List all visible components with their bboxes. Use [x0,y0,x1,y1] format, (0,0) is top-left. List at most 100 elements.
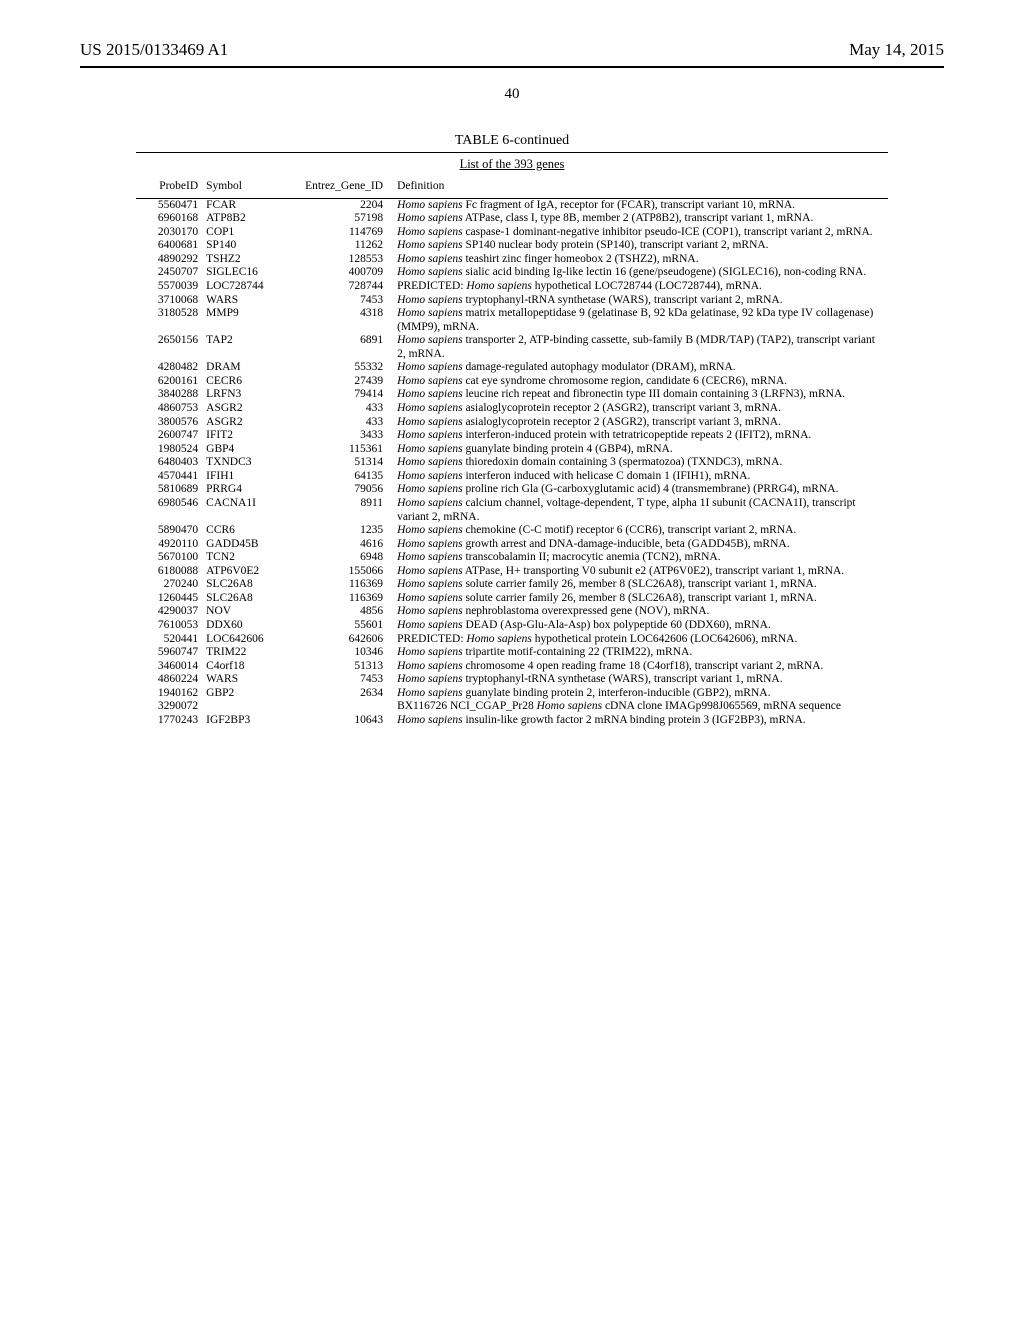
cell-probe-id: 3180528 [136,307,206,334]
cell-symbol: GBP2 [206,687,305,701]
table-row: 6180088ATP6V0E2155066Homo sapiens ATPase… [136,565,888,579]
cell-symbol: C4orf18 [206,660,305,674]
patent-number: US 2015/0133469 A1 [80,40,228,60]
cell-definition: Homo sapiens chemokine (C-C motif) recep… [397,524,888,538]
table-row: 3180528MMP94318Homo sapiens matrix metal… [136,307,888,334]
cell-entrez: 115361 [305,443,397,457]
cell-probe-id: 5560471 [136,198,206,212]
cell-entrez: 7453 [305,673,397,687]
cell-symbol: DDX60 [206,619,305,633]
cell-definition: PREDICTED: Homo sapiens hypothetical LOC… [397,280,888,294]
table-row: 4920110GADD45B4616Homo sapiens growth ar… [136,538,888,552]
table-title: TABLE 6-continued [136,133,888,149]
cell-probe-id: 4570441 [136,470,206,484]
cell-entrez: 10643 [305,714,397,728]
cell-symbol: WARS [206,673,305,687]
table-row: 4860753ASGR2433Homo sapiens asialoglycop… [136,402,888,416]
column-definition: Definition [397,176,888,198]
cell-entrez: 728744 [305,280,397,294]
cell-entrez: 79056 [305,483,397,497]
cell-probe-id: 7610053 [136,619,206,633]
document-page: US 2015/0133469 A1 May 14, 2015 40 TABLE… [0,0,1024,1320]
cell-symbol: TAP2 [206,334,305,361]
cell-definition: Homo sapiens DEAD (Asp-Glu-Ala-Asp) box … [397,619,888,633]
cell-definition: Homo sapiens interferon-induced protein … [397,429,888,443]
cell-symbol: IFIT2 [206,429,305,443]
table-row: 1980524GBP4115361Homo sapiens guanylate … [136,443,888,457]
cell-entrez: 2634 [305,687,397,701]
cell-definition: Homo sapiens Fc fragment of IgA, recepto… [397,198,888,212]
table-row: 2030170COP1114769Homo sapiens caspase-1 … [136,226,888,240]
cell-entrez: 116369 [305,578,397,592]
cell-probe-id: 2030170 [136,226,206,240]
cell-symbol: GBP4 [206,443,305,457]
cell-entrez [305,700,397,714]
cell-definition: Homo sapiens tripartite motif-containing… [397,646,888,660]
cell-entrez: 27439 [305,375,397,389]
cell-probe-id: 2650156 [136,334,206,361]
table-row: 3840288LRFN379414Homo sapiens leucine ri… [136,388,888,402]
cell-symbol [206,700,305,714]
cell-symbol: IFIH1 [206,470,305,484]
cell-probe-id: 3290072 [136,700,206,714]
cell-symbol: SLC26A8 [206,592,305,606]
table-row: 3460014C4orf1851313Homo sapiens chromoso… [136,660,888,674]
cell-definition: Homo sapiens ATPase, H+ transporting V0 … [397,565,888,579]
cell-probe-id: 3800576 [136,416,206,430]
cell-probe-id: 1770243 [136,714,206,728]
cell-definition: Homo sapiens tryptophanyl-tRNA synthetas… [397,294,888,308]
table-row: 5810689PRRG479056Homo sapiens proline ri… [136,483,888,497]
cell-definition: Homo sapiens cat eye syndrome chromosome… [397,375,888,389]
cell-definition: Homo sapiens growth arrest and DNA-damag… [397,538,888,552]
cell-probe-id: 2450707 [136,266,206,280]
table-row: 4890292TSHZ2128553Homo sapiens teashirt … [136,253,888,267]
cell-symbol: SIGLEC16 [206,266,305,280]
cell-probe-id: 5960747 [136,646,206,660]
cell-definition: Homo sapiens caspase-1 dominant-negative… [397,226,888,240]
gene-table: ProbeID Symbol Entrez_Gene_ID Definition… [136,176,888,728]
cell-probe-id: 6980546 [136,497,206,524]
table-row: 3800576ASGR2433Homo sapiens asialoglycop… [136,416,888,430]
cell-entrez: 3433 [305,429,397,443]
cell-entrez: 55601 [305,619,397,633]
cell-symbol: MMP9 [206,307,305,334]
gene-table-container: TABLE 6-continued List of the 393 genes … [136,133,888,728]
cell-symbol: ASGR2 [206,416,305,430]
cell-entrez: 10346 [305,646,397,660]
cell-definition: Homo sapiens teashirt zinc finger homeob… [397,253,888,267]
table-row: 6400681SP14011262Homo sapiens SP140 nucl… [136,239,888,253]
cell-entrez: 7453 [305,294,397,308]
cell-entrez: 433 [305,402,397,416]
cell-symbol: LRFN3 [206,388,305,402]
cell-probe-id: 5670100 [136,551,206,565]
cell-probe-id: 6960168 [136,212,206,226]
cell-definition: Homo sapiens asialoglycoprotein receptor… [397,402,888,416]
cell-entrez: 55332 [305,361,397,375]
cell-entrez: 51314 [305,456,397,470]
cell-entrez: 114769 [305,226,397,240]
cell-symbol: NOV [206,605,305,619]
cell-probe-id: 270240 [136,578,206,592]
cell-entrez: 6891 [305,334,397,361]
cell-symbol: TSHZ2 [206,253,305,267]
cell-probe-id: 3460014 [136,660,206,674]
cell-symbol: TXNDC3 [206,456,305,470]
table-row: 4860224WARS7453Homo sapiens tryptophanyl… [136,673,888,687]
column-probe-id: ProbeID [136,176,206,198]
table-row: 4280482DRAM55332Homo sapiens damage-regu… [136,361,888,375]
cell-definition: Homo sapiens chromosome 4 open reading f… [397,660,888,674]
cell-symbol: ATP8B2 [206,212,305,226]
table-row: 6980546CACNA1I8911Homo sapiens calcium c… [136,497,888,524]
cell-symbol: GADD45B [206,538,305,552]
table-row: 5670100TCN26948Homo sapiens transcobalam… [136,551,888,565]
table-caption: List of the 393 genes [136,153,888,176]
column-symbol: Symbol [206,176,305,198]
cell-definition: Homo sapiens thioredoxin domain containi… [397,456,888,470]
cell-entrez: 8911 [305,497,397,524]
cell-definition: Homo sapiens calcium channel, voltage-de… [397,497,888,524]
table-header-row: ProbeID Symbol Entrez_Gene_ID Definition [136,176,888,198]
cell-definition: BX116726 NCI_CGAP_Pr28 Homo sapiens cDNA… [397,700,888,714]
cell-symbol: COP1 [206,226,305,240]
table-row: 6960168ATP8B257198Homo sapiens ATPase, c… [136,212,888,226]
cell-definition: PREDICTED: Homo sapiens hypothetical pro… [397,633,888,647]
